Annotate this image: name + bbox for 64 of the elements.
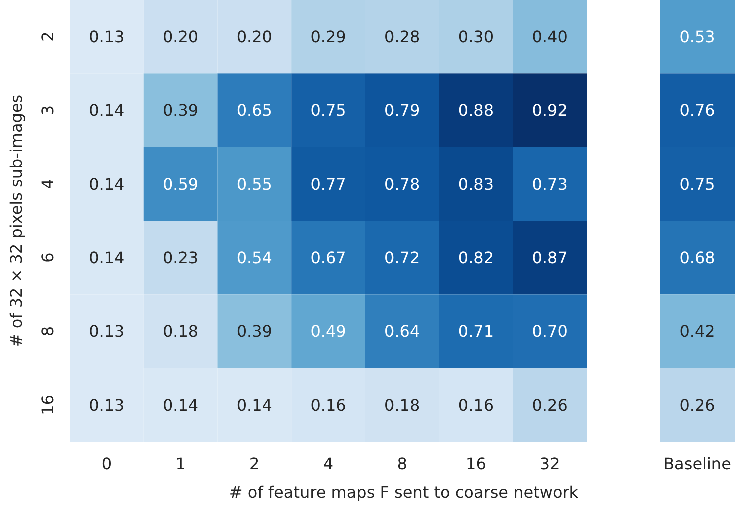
data-label: 0.29: [310, 27, 346, 46]
data-label: 0.75: [680, 174, 716, 194]
data-label: 0.14: [89, 174, 125, 194]
x-axis-title: # of feature maps F sent to coarse network: [229, 483, 580, 502]
y-tick-label: 4: [38, 179, 58, 190]
data-label: 0.16: [310, 396, 346, 415]
data-label: 0.14: [236, 396, 272, 415]
data-label: 0.88: [458, 101, 494, 120]
data-label: 0.20: [162, 27, 199, 46]
data-label: 0.13: [89, 27, 125, 46]
data-label: 0.23: [162, 248, 199, 268]
data-label: 0.76: [680, 101, 716, 120]
x-tick-label: 8: [397, 454, 408, 474]
data-label: 0.18: [162, 322, 199, 342]
x-tick-label: 4: [323, 454, 334, 474]
x-tick-label: Baseline: [664, 454, 732, 474]
data-label: 0.65: [236, 101, 272, 120]
data-label: 0.14: [89, 248, 125, 268]
data-label: 0.20: [236, 27, 272, 46]
data-label: 0.13: [89, 322, 125, 342]
data-label: 0.59: [162, 174, 199, 194]
data-label: 0.54: [236, 248, 272, 268]
data-label: 0.14: [162, 396, 199, 415]
data-label: 0.73: [532, 174, 568, 194]
data-label: 0.40: [532, 27, 568, 46]
y-tick-label: 2: [38, 32, 58, 42]
data-label: 0.13: [89, 396, 125, 415]
data-label: 0.39: [236, 322, 272, 342]
data-label: 0.75: [310, 101, 346, 120]
x-tick-label: 2: [250, 454, 260, 474]
data-label: 0.77: [310, 174, 346, 194]
x-tick-label: 16: [466, 454, 486, 474]
data-label: 0.70: [532, 322, 568, 342]
data-label: 0.92: [532, 101, 568, 120]
x-tick-label: 32: [540, 454, 560, 474]
data-label: 0.68: [680, 248, 716, 268]
data-label: 0.83: [458, 174, 494, 194]
data-label: 0.79: [384, 101, 420, 120]
data-label: 0.87: [532, 248, 568, 268]
y-tick-label: 3: [38, 105, 58, 116]
data-label: 0.64: [384, 322, 420, 342]
data-label: 0.14: [89, 101, 125, 120]
data-label: 0.18: [384, 396, 420, 415]
data-label: 0.78: [384, 174, 420, 194]
data-label: 0.42: [680, 322, 716, 342]
data-label: 0.55: [236, 174, 272, 194]
data-label: 0.28: [384, 27, 420, 46]
data-label: 0.26: [680, 396, 716, 415]
data-label: 0.53: [680, 27, 716, 46]
data-label: 0.39: [162, 101, 199, 120]
data-label: 0.16: [458, 396, 494, 415]
y-tick-label: 16: [38, 394, 58, 416]
x-tick-label: 1: [176, 454, 186, 474]
data-label: 0.30: [458, 27, 494, 46]
data-label: 0.72: [384, 248, 420, 268]
y-axis-title: # of 32 × 32 pixels sub-images: [7, 94, 26, 348]
data-label: 0.71: [458, 322, 494, 342]
data-label: 0.67: [310, 248, 346, 268]
x-tick-label: 0: [102, 454, 112, 474]
data-label: 0.49: [310, 322, 346, 342]
data-label: 0.26: [532, 396, 568, 415]
y-tick-label: 6: [38, 252, 58, 263]
y-tick-label: 8: [38, 326, 58, 337]
data-label: 0.82: [458, 248, 494, 268]
